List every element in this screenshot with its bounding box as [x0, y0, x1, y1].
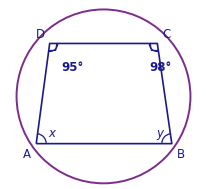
Text: A: A: [23, 148, 31, 161]
Text: B: B: [176, 148, 184, 161]
Text: x: x: [48, 127, 55, 140]
Text: 95°: 95°: [61, 61, 83, 74]
Text: y: y: [155, 127, 162, 140]
Text: 98°: 98°: [149, 61, 171, 74]
Text: D: D: [35, 29, 44, 41]
Text: C: C: [162, 29, 170, 41]
